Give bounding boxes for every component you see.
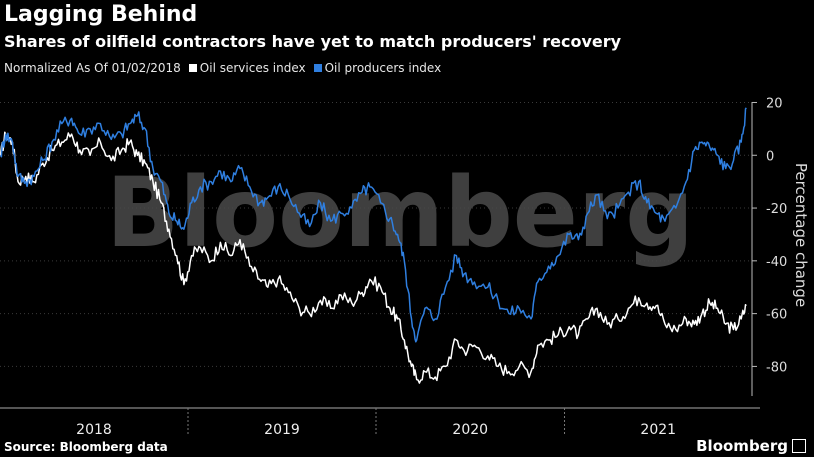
y-tick-label: -80 [766,360,787,375]
watermark: Bloomberg [106,157,694,269]
y-tick-label: 20 [766,96,783,111]
series-line-oil-services [0,131,747,384]
legend-swatch-producers [313,64,322,72]
legend-swatch-services [188,64,197,72]
grid-lines [0,101,752,367]
legend-note: Normalized As Of 01/02/2018 [4,61,181,75]
x-tick-label: 2019 [264,422,300,438]
legend-label-services: Oil services index [199,61,306,75]
x-tick-label: 2021 [640,422,676,438]
bloomberg-terminal-icon [792,439,806,453]
legend: Normalized As Of 01/02/2018 Oil services… [4,61,441,75]
series-line-oil-producers [0,107,747,343]
x-tick-label: 2020 [452,422,488,438]
axes: 20 0 -20 -40 -60 -80 2018 2019 2020 2021 Percentag… [0,96,810,438]
chart-subtitle: Shares of oilfield contractors have yet … [4,32,622,51]
y-tick-label: -20 [766,202,787,217]
y-axis-title: Percentage change [792,163,810,307]
brand-logo: Bloomberg [696,437,806,455]
source-note: Source: Bloomberg data [4,440,168,454]
brand-name: Bloomberg [696,437,788,455]
y-tick-label: -40 [766,255,787,270]
chart-title: Lagging Behind [4,2,198,27]
series-group [0,107,747,384]
y-tick-label: -60 [766,308,787,323]
x-tick-label: 2018 [76,422,112,438]
legend-label-producers: Oil producers index [324,61,442,75]
legend-item-services: Oil services index [188,61,306,75]
y-tick-label: 0 [766,149,774,164]
legend-item-producers: Oil producers index [313,61,442,75]
